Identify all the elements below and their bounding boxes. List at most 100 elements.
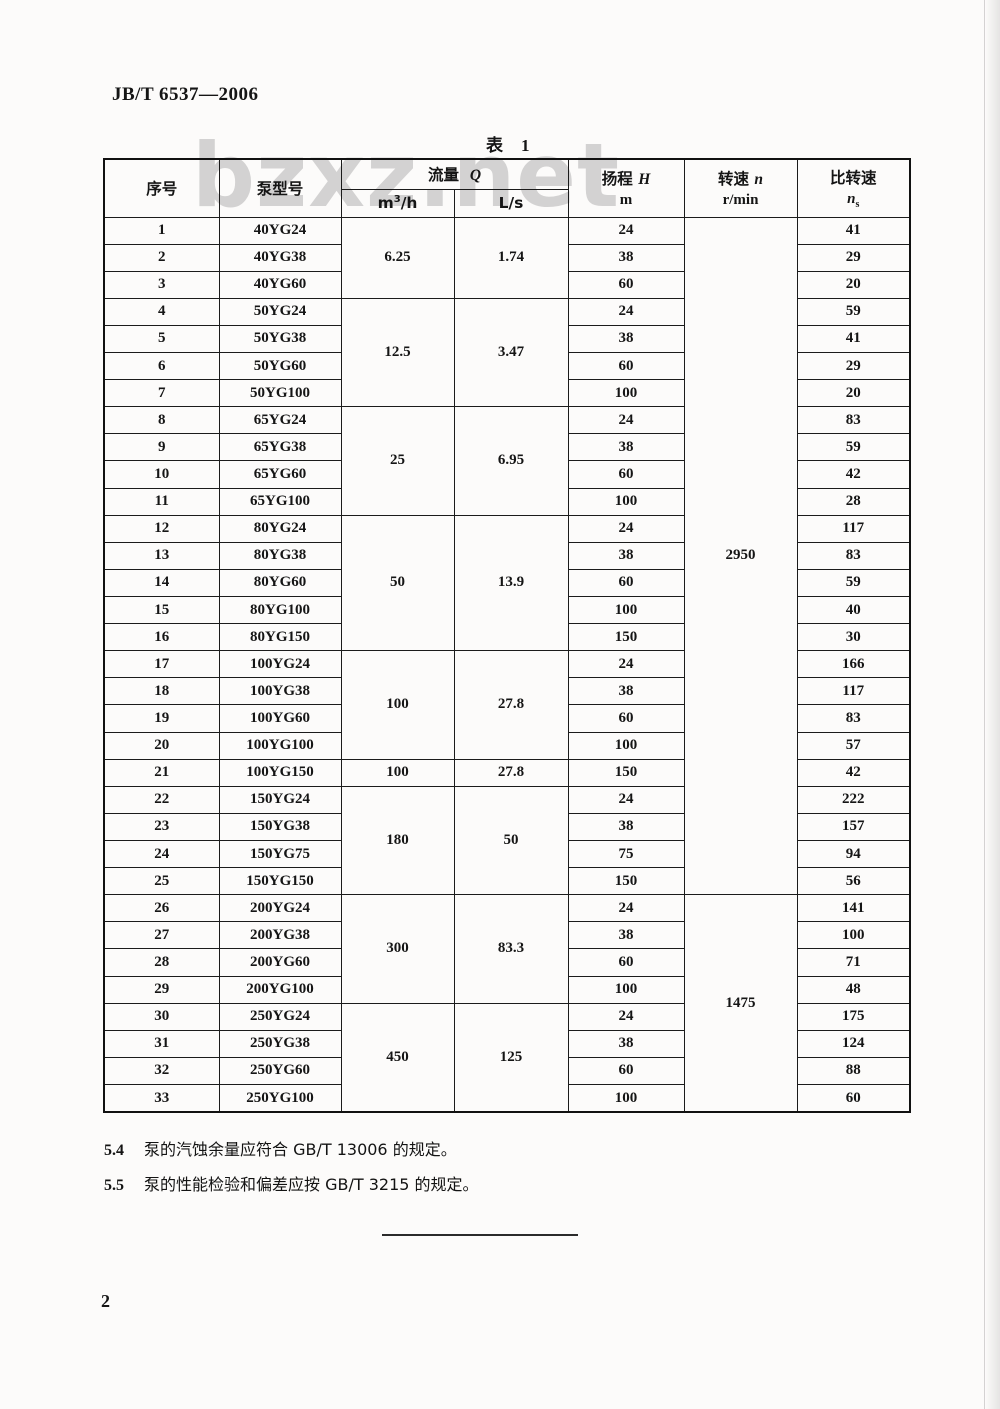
ns-cell: 157 (796, 812, 911, 842)
header-row-2: m3/h L/s (104, 188, 910, 218)
model-cell: 200YG100 (218, 975, 342, 1004)
note-5-4: 5.4 泵的汽蚀余量应符合 GB/T 13006 的规定。 (104, 1136, 479, 1160)
seq-cell: 25 (103, 867, 220, 896)
table-row: 29 200YG100 100 48 (103, 975, 911, 1004)
doc-number: JB/T 6537—2006 (112, 84, 259, 105)
note-5-5-text: 泵的性能检验和偏差应按 GB/T 3215 的规定。 (144, 1175, 479, 1194)
ns-cell: 42 (796, 758, 911, 787)
model-cell: 100YG100 (218, 731, 342, 760)
flow-m3h-cell: 450 (340, 1002, 455, 1113)
head-cell: 38 (567, 324, 685, 354)
table-row: 8 65YG24 25 6.95 24 83 (103, 406, 911, 516)
head-cell: 38 (567, 921, 685, 950)
ns-cell: 42 (796, 460, 911, 489)
model-cell: 40YG38 (218, 243, 342, 272)
seq-cell: 31 (103, 1029, 220, 1058)
flow-ls-cell: 13.9 (453, 514, 569, 652)
col-header-flow-m3h: m3/h (340, 188, 455, 218)
speed-unit: r/min (722, 192, 759, 209)
speed-symbol: n (754, 171, 764, 189)
head-cell: 150 (567, 623, 685, 652)
ns-cell: 29 (796, 352, 911, 381)
ns-cell: 41 (796, 216, 911, 245)
seq-cell: 18 (103, 677, 220, 706)
head-cell: 24 (567, 650, 685, 679)
head-cell: 150 (567, 758, 685, 787)
head-cell: 100 (567, 975, 685, 1004)
model-cell: 80YG100 (218, 596, 342, 625)
col-header-seq: 序号 (103, 158, 220, 218)
ns-cell: 60 (796, 1084, 911, 1113)
ns-cell: 175 (796, 1002, 911, 1031)
model-cell: 100YG60 (218, 704, 342, 733)
m3h-base: m (377, 194, 394, 213)
model-cell: 150YG150 (218, 867, 342, 896)
m3h-sup: 3 (393, 193, 401, 205)
flow-ls-cell: 125 (453, 1002, 569, 1113)
ns-cell: 29 (796, 243, 911, 272)
table-row: 13 80YG38 38 83 (103, 541, 911, 570)
seq-cell: 8 (103, 406, 220, 435)
page-number: 2 (101, 1291, 110, 1311)
ns-cell: 94 (796, 840, 911, 869)
head-cell: 38 (567, 433, 685, 462)
table-row: 25 150YG150 150 56 (103, 867, 911, 896)
model-cell: 50YG60 (218, 352, 342, 381)
table-row: 9 65YG38 38 59 (103, 433, 911, 462)
col-header-speed: 转速 n r/min (683, 158, 798, 218)
head-cell: 100 (567, 1084, 685, 1113)
table-header: 序号 泵型号 流量 Q 扬程 H m 转速 n r/min 比转速 ns (103, 158, 911, 218)
model-cell: 65YG24 (218, 406, 342, 435)
flow-symbol: Q (469, 167, 482, 185)
head-label-line: 扬程 H (569, 167, 684, 189)
model-cell: 200YG60 (218, 948, 342, 977)
flow-m3h-cell: 25 (340, 406, 455, 516)
head-cell: 60 (567, 460, 685, 489)
seq-cell: 23 (103, 812, 220, 842)
seq-cell: 12 (103, 514, 220, 543)
table-row: 28 200YG60 60 71 (103, 948, 911, 977)
model-cell: 40YG24 (218, 216, 342, 245)
head-cell: 38 (567, 243, 685, 272)
model-cell: 200YG38 (218, 921, 342, 950)
model-cell: 50YG38 (218, 324, 342, 354)
head-cell: 60 (567, 568, 685, 598)
head-cell: 24 (567, 1002, 685, 1031)
flow-m3h-cell: 100 (340, 650, 455, 760)
seq-cell: 30 (103, 1002, 220, 1031)
ns-symbol: n (847, 191, 856, 208)
seq-cell: 26 (103, 894, 220, 923)
header-row-1: 序号 泵型号 流量 Q 扬程 H m 转速 n r/min 比转速 ns (103, 158, 911, 218)
ns-cell: 59 (796, 568, 911, 598)
flow-ls-cell: 27.8 (453, 758, 569, 787)
col-header-flow-ls: L/s (453, 188, 569, 218)
model-cell: 250YG100 (218, 1084, 342, 1113)
seq-cell: 20 (103, 731, 220, 760)
ns-cell: 40 (796, 596, 911, 625)
ns-label: 比转速 (830, 169, 877, 188)
ns-cell: 59 (796, 433, 911, 462)
ns-cell: 57 (796, 731, 911, 760)
seq-cell: 28 (103, 948, 220, 977)
ns-cell: 59 (796, 297, 911, 326)
table-row: 22 150YG24 180 50 24 222 (103, 785, 911, 896)
seq-cell: 22 (103, 785, 220, 814)
ns-cell: 141 (796, 894, 911, 923)
seq-cell: 14 (103, 568, 220, 598)
head-cell: 150 (567, 867, 685, 896)
ns-cell: 117 (796, 514, 911, 543)
note-5-4-text: 泵的汽蚀余量应符合 GB/T 13006 的规定。 (144, 1140, 457, 1159)
ns-cell: 83 (796, 406, 911, 435)
table-row: 15 80YG100 100 40 (103, 596, 911, 625)
ns-cell: 166 (796, 650, 911, 679)
head-label: 扬程 (601, 170, 633, 189)
table-title-number: 1 (521, 136, 530, 155)
ns-cell: 30 (796, 623, 911, 652)
model-cell: 80YG150 (218, 623, 342, 652)
head-cell: 24 (567, 785, 685, 814)
head-cell: 38 (567, 541, 685, 570)
table-row: 10 65YG60 60 42 (103, 460, 911, 489)
speed-label: 转速 (717, 170, 749, 189)
